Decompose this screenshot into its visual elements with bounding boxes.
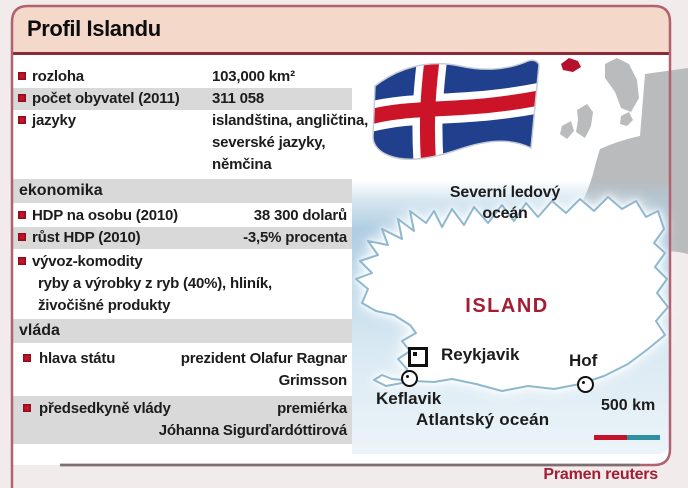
fact-label: předsedkyně vlády — [39, 400, 171, 417]
scale-bar-teal-segment — [627, 435, 660, 440]
fact-value-line: živočišné produkty — [38, 297, 171, 314]
red-bullet-icon — [18, 72, 26, 80]
header-underline — [12, 52, 670, 55]
red-bullet-icon — [18, 257, 26, 265]
city-marker-icon — [401, 370, 418, 387]
fact-value-line: ryby a výrobky z ryb (40%), hliník, — [38, 275, 272, 292]
fact-row-hlava-statu: hlava státu prezident Olafur Ragnar Grim… — [13, 348, 352, 392]
fact-label: vývoz-komodity — [32, 253, 143, 270]
source-credit: Pramen reuters — [543, 466, 658, 483]
fact-value-line: severské jazyky, — [212, 134, 326, 151]
section-header-ekonomika: ekonomika — [13, 179, 352, 203]
fact-value: 38 300 dolarů — [253, 207, 347, 224]
scale-label: 500 km — [601, 397, 656, 414]
section-header-label: ekonomika — [19, 182, 103, 199]
ocean-north-line1: Severní ledový — [449, 184, 561, 201]
fact-value: 311 058 — [212, 90, 264, 107]
fact-label: růst HDP (2010) — [32, 229, 141, 246]
fact-row-jazyky: jazyky islandština, angličtina, severské… — [13, 110, 368, 176]
city-keflavik-label: Keflavik — [376, 389, 442, 408]
city-hof-label: Hof — [569, 351, 598, 370]
fact-value-line: prezident Olafur Ragnar — [180, 350, 347, 367]
red-bullet-icon — [18, 233, 26, 241]
fact-value: -3,5% procenta — [243, 229, 347, 246]
ocean-north-label: Severní ledový oceán — [420, 182, 590, 224]
fact-label: rozloha — [32, 68, 84, 85]
fact-value: 103,000 km² — [212, 68, 295, 85]
iceland-flag-icon — [372, 59, 540, 161]
section-header-label: vláda — [19, 322, 60, 339]
fact-row-vyvoz: vývoz-komodity ryby a výrobky z ryb (40%… — [13, 251, 352, 317]
capital-label: Reykjavik — [441, 345, 520, 364]
fact-value-line: Jóhanna Sigurďardóttirová — [158, 422, 348, 439]
red-bullet-icon — [18, 116, 26, 124]
fact-row-predsedkyne: předsedkyně vlády premiérka Jóhanna Sigu… — [13, 396, 352, 444]
iceland-highlight — [561, 58, 581, 72]
fact-value-line: Grimsson — [278, 372, 348, 389]
fact-row-rozloha: rozloha 103,000 km² — [13, 66, 352, 88]
ireland-shape — [560, 121, 574, 139]
britain-shape — [576, 104, 593, 138]
city-marker-icon — [577, 376, 594, 393]
ocean-south-label: Atlantský oceán — [416, 410, 550, 429]
red-bullet-icon — [18, 94, 26, 102]
fact-value-line: premiérka — [277, 400, 347, 417]
fact-row-obyvatel: počet obyvatel (2011) 311 058 — [13, 88, 352, 110]
fact-label: HDP na osobu (2010) — [32, 207, 178, 224]
fact-value-line: islandština, angličtina, — [212, 112, 369, 129]
red-bullet-icon — [23, 404, 31, 412]
fact-value-line: němčina — [212, 156, 272, 173]
page-title: Profil Islandu — [27, 16, 161, 41]
scale-bar — [594, 435, 660, 440]
scale-bar-red-segment — [594, 435, 627, 440]
fact-label: jazyky — [32, 112, 76, 129]
capital-marker-icon — [408, 347, 428, 367]
fact-label: hlava státu — [39, 350, 116, 367]
fact-row-rust-hdp: růst HDP (2010) -3,5% procenta — [13, 227, 352, 249]
country-label: ISLAND — [465, 295, 549, 317]
red-bullet-icon — [23, 354, 31, 362]
fact-label: počet obyvatel (2011) — [32, 90, 180, 107]
denmark-shape — [620, 112, 633, 126]
ocean-north-line2: oceán — [482, 205, 528, 222]
section-header-vlada: vláda — [13, 319, 352, 343]
red-bullet-icon — [18, 211, 26, 219]
fact-row-hdp: HDP na osobu (2010) 38 300 dolarů — [13, 205, 352, 227]
scandinavia-shape — [605, 58, 639, 112]
